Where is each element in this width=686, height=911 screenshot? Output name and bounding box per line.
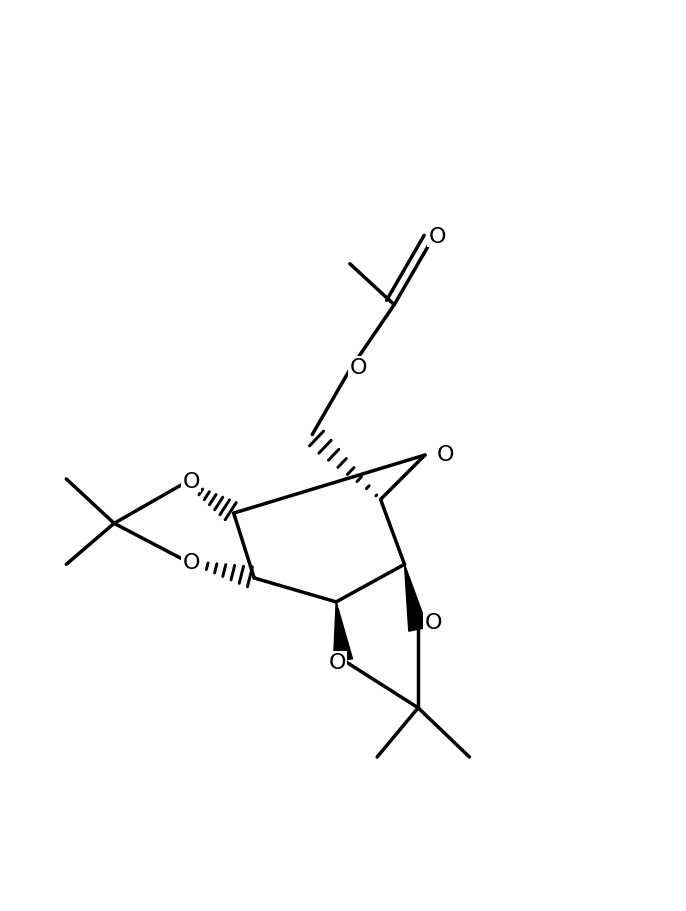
Text: O: O: [349, 357, 367, 377]
Text: O: O: [182, 553, 200, 573]
Polygon shape: [333, 602, 353, 661]
Text: O: O: [425, 613, 442, 633]
Text: O: O: [429, 227, 446, 247]
Text: O: O: [329, 652, 346, 672]
Text: O: O: [182, 472, 200, 491]
Text: O: O: [437, 445, 454, 464]
Polygon shape: [405, 565, 427, 631]
